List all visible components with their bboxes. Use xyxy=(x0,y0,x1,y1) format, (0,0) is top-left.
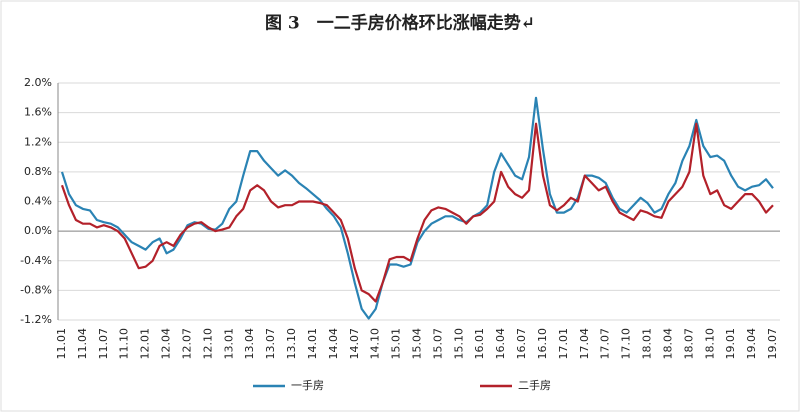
x-tick-label: 14.07 xyxy=(348,328,361,360)
series-line xyxy=(60,122,774,303)
x-tick-label: 16.07 xyxy=(515,328,528,360)
x-tick-label: 14.10 xyxy=(369,328,382,360)
x-tick-label: 17.10 xyxy=(620,328,633,360)
x-tick-label: 13.04 xyxy=(243,328,256,360)
x-tick-label: 11.04 xyxy=(76,328,89,360)
x-tick-label: 13.01 xyxy=(222,328,235,360)
legend-label: 一手房 xyxy=(291,378,324,392)
x-tick-label: 17.04 xyxy=(578,328,591,360)
y-tick-label: 0.4% xyxy=(24,195,52,208)
x-tick-label: 15.07 xyxy=(431,328,444,360)
x-tick-label: 15.10 xyxy=(452,328,465,360)
legend-label: 二手房 xyxy=(518,378,551,392)
y-tick-label: 0.8% xyxy=(24,165,52,178)
x-tick-label: 13.10 xyxy=(285,328,298,360)
x-tick-label: 19.07 xyxy=(766,328,779,360)
chart-title: 图 3 一二手房价格环比涨幅走势↵ xyxy=(265,13,535,34)
x-tick-label: 18.07 xyxy=(682,328,695,360)
y-tick-label: -0.4% xyxy=(20,254,52,267)
x-tick-label: 16.01 xyxy=(473,328,486,360)
x-tick-label: 12.04 xyxy=(160,328,173,360)
x-tick-label: 13.07 xyxy=(264,328,277,360)
y-tick-label: 0.0% xyxy=(24,224,52,237)
y-tick-label: -0.8% xyxy=(20,283,52,296)
x-tick-label: 18.01 xyxy=(641,328,654,360)
x-tick-label: 11.10 xyxy=(118,328,131,360)
y-tick-label: -1.2% xyxy=(20,313,52,326)
x-tick-label: 11.01 xyxy=(55,328,68,360)
x-tick-label: 15.01 xyxy=(390,328,403,360)
x-tick-label: 17.07 xyxy=(599,328,612,360)
x-tick-label: 19.01 xyxy=(724,328,737,360)
x-tick-label: 15.04 xyxy=(411,328,424,360)
series-line xyxy=(60,96,774,320)
y-tick-label: 1.6% xyxy=(24,106,52,119)
y-tick-label: 1.2% xyxy=(24,135,52,148)
x-tick-label: 14.01 xyxy=(306,328,319,360)
x-tick-label: 18.04 xyxy=(661,328,674,360)
x-tick-label: 12.10 xyxy=(201,328,214,360)
x-tick-label: 17.01 xyxy=(557,328,570,360)
x-tick-label: 12.01 xyxy=(139,328,152,360)
y-tick-label: 2.0% xyxy=(24,76,52,89)
x-tick-label: 11.07 xyxy=(97,328,110,360)
x-tick-label: 16.10 xyxy=(536,328,549,360)
x-tick-label: 14.04 xyxy=(327,328,340,360)
x-tick-label: 19.04 xyxy=(745,328,758,360)
x-tick-label: 18.10 xyxy=(703,328,716,360)
x-tick-label: 12.07 xyxy=(180,328,193,360)
x-tick-label: 16.04 xyxy=(494,328,507,360)
